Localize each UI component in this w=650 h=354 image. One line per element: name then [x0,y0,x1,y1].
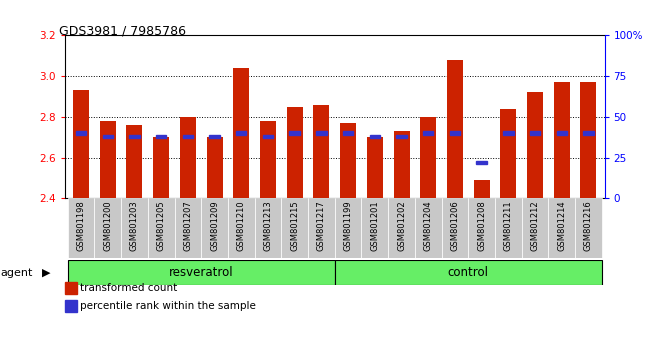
Bar [202,198,228,258]
Bar [580,82,597,198]
Bar [474,180,489,198]
Bar [68,198,94,258]
Bar [316,131,326,135]
Text: GSM801213: GSM801213 [263,200,272,251]
Text: GSM801199: GSM801199 [344,200,352,251]
Bar [99,121,116,198]
Bar [415,198,441,258]
Text: GSM801209: GSM801209 [210,200,219,251]
Bar [207,137,222,198]
Bar [447,60,463,198]
Bar [388,198,415,258]
Bar [554,82,570,198]
Text: GSM801217: GSM801217 [317,200,326,251]
Bar [500,109,516,198]
Bar [94,198,121,258]
Bar [420,117,436,198]
Text: GSM801214: GSM801214 [557,200,566,251]
Bar [174,198,202,258]
Bar [148,198,174,258]
Text: GSM801201: GSM801201 [370,200,380,251]
Bar [476,161,487,164]
Text: GSM801202: GSM801202 [397,200,406,251]
Bar [287,107,303,198]
Text: transformed count: transformed count [80,283,177,293]
Bar [468,198,495,258]
Bar [236,131,246,135]
Text: GSM801211: GSM801211 [504,200,513,251]
Bar [121,198,148,258]
Bar [495,198,522,258]
Text: percentile rank within the sample: percentile rank within the sample [80,301,256,311]
Bar [370,135,380,138]
Bar [361,198,388,258]
Text: GSM801216: GSM801216 [584,200,593,251]
Bar [127,125,142,198]
Bar [156,135,166,138]
Text: GSM801205: GSM801205 [157,200,166,251]
Text: GSM801212: GSM801212 [530,200,540,251]
Bar [68,260,335,285]
Bar [450,131,460,135]
Text: control: control [448,266,489,279]
Bar [367,137,383,198]
Text: GSM801207: GSM801207 [183,200,192,251]
Bar [183,135,193,138]
Bar [153,137,169,198]
Bar [129,135,140,138]
Text: GDS3981 / 7985786: GDS3981 / 7985786 [58,25,185,38]
Bar [549,198,575,258]
Bar [308,198,335,258]
Bar [335,260,602,285]
Text: GSM801215: GSM801215 [290,200,299,251]
Bar [393,131,410,198]
Bar [441,198,468,258]
Bar [522,198,549,258]
Bar [313,105,330,198]
Text: GSM801210: GSM801210 [237,200,246,251]
Bar [583,131,593,135]
Text: GSM801198: GSM801198 [77,200,86,251]
Bar [340,123,356,198]
Bar [343,131,354,135]
Bar [103,135,113,138]
Bar [503,131,514,135]
Text: agent: agent [1,268,33,278]
Bar [527,92,543,198]
Bar [180,117,196,198]
Bar [76,131,86,135]
Bar [281,198,308,258]
Bar [233,68,250,198]
Bar [209,135,220,138]
Text: GSM801203: GSM801203 [130,200,139,251]
Text: GSM801200: GSM801200 [103,200,112,251]
Bar [260,121,276,198]
Bar [228,198,255,258]
Text: resveratrol: resveratrol [169,266,233,279]
Bar [530,131,540,135]
Bar [423,131,434,135]
Text: ▶: ▶ [42,268,51,278]
Text: GSM801206: GSM801206 [450,200,460,251]
Bar [263,135,273,138]
Text: GSM801208: GSM801208 [477,200,486,251]
Bar [396,135,407,138]
Bar [335,198,361,258]
Text: GSM801204: GSM801204 [424,200,433,251]
Bar [73,90,89,198]
Bar [575,198,602,258]
Bar [255,198,281,258]
Bar [289,131,300,135]
Bar [556,131,567,135]
